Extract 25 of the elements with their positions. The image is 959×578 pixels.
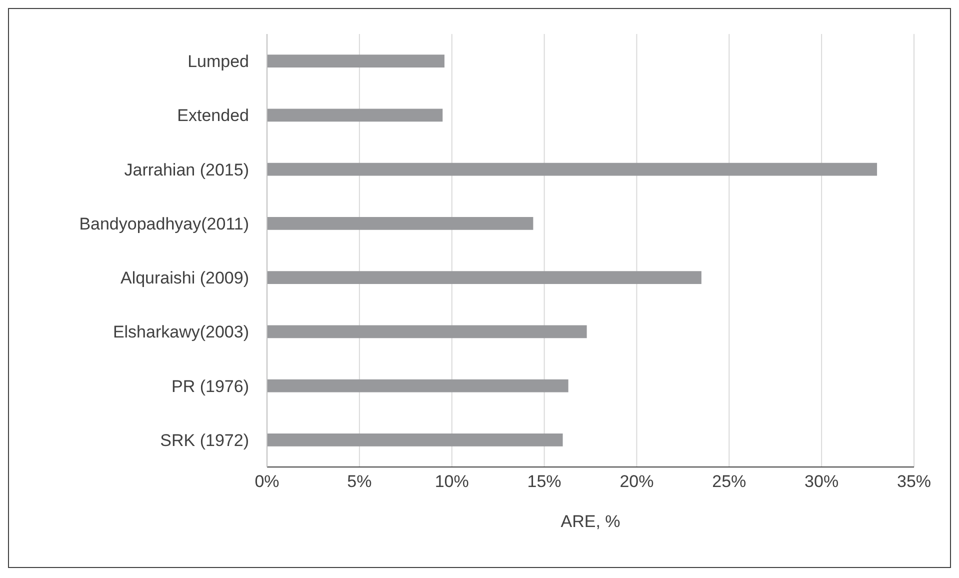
y-tick-label: Elsharkawy(2003) <box>112 322 249 342</box>
x-tick-label: 25% <box>712 472 746 492</box>
x-tick-label: 0% <box>254 472 280 492</box>
x-tick-label: 10% <box>434 472 469 492</box>
y-tick-label: Extended <box>177 106 249 126</box>
bar <box>267 433 563 446</box>
bar <box>267 325 587 338</box>
y-tick-label: Alquraishi (2009) <box>120 268 249 288</box>
x-tick-label: 20% <box>620 472 654 492</box>
x-axis-title: ARE, % <box>560 512 620 531</box>
bar <box>267 108 443 122</box>
y-tick-label: Bandyopadhyay(2011) <box>79 214 249 234</box>
x-tick-label: 35% <box>896 472 932 492</box>
y-tick-label: PR (1976) <box>172 376 249 396</box>
x-tick-label: 15% <box>527 472 562 492</box>
bar <box>267 216 534 230</box>
bar <box>267 379 568 392</box>
y-tick-label: Jarrahian (2015) <box>124 160 249 180</box>
x-tick-label: 30% <box>804 472 839 492</box>
bar <box>267 162 878 176</box>
y-tick-label: Lumped <box>188 52 249 72</box>
x-tick-label: 5% <box>347 472 372 492</box>
y-tick-label: SRK (1972) <box>160 430 249 450</box>
bar <box>267 54 444 68</box>
bar <box>267 271 702 284</box>
